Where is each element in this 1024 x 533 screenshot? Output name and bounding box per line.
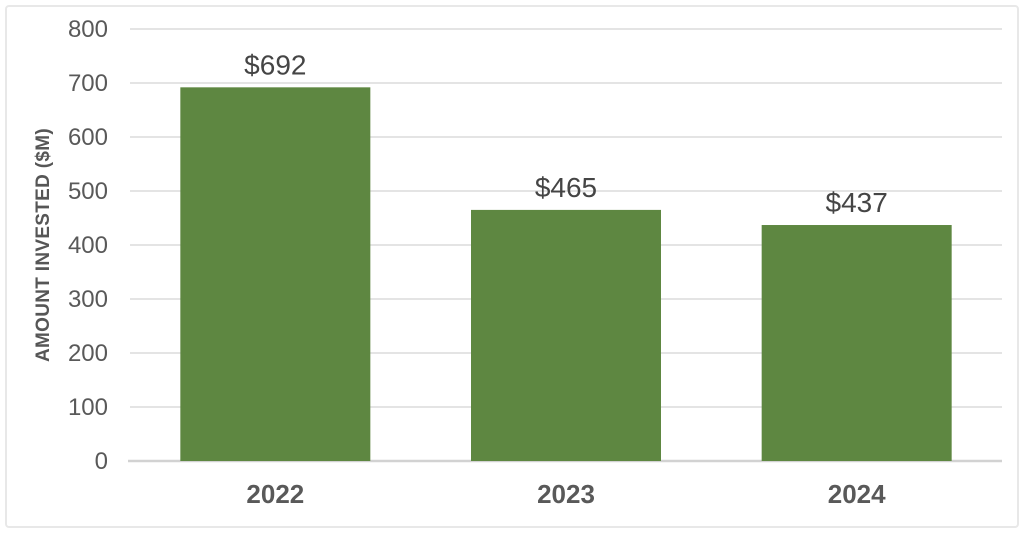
data-label-2024: $437 [826, 187, 888, 218]
y-tick-label-400: 400 [68, 232, 108, 259]
x-tick-label-2022: 2022 [246, 479, 304, 509]
x-tick-label-2023: 2023 [537, 479, 595, 509]
y-axis-title-text: AMOUNT INVESTED ($M) [33, 128, 54, 362]
y-tick-label-300: 300 [68, 286, 108, 313]
y-tick-label-0: 0 [95, 448, 108, 475]
x-tick-label-2024: 2024 [828, 479, 886, 509]
y-tick-label-600: 600 [68, 124, 108, 151]
bar-2024 [761, 225, 952, 461]
data-label-2022: $692 [244, 49, 306, 80]
y-tick-label-200: 200 [68, 340, 108, 367]
data-label-2023: $465 [535, 172, 597, 203]
y-tick-label-800: 800 [68, 16, 108, 43]
y-tick-label-100: 100 [68, 394, 108, 421]
bar-2023 [471, 209, 661, 461]
y-tick-label-500: 500 [68, 178, 108, 205]
bar-2022 [180, 87, 371, 461]
y-tick-label-700: 700 [68, 70, 108, 97]
